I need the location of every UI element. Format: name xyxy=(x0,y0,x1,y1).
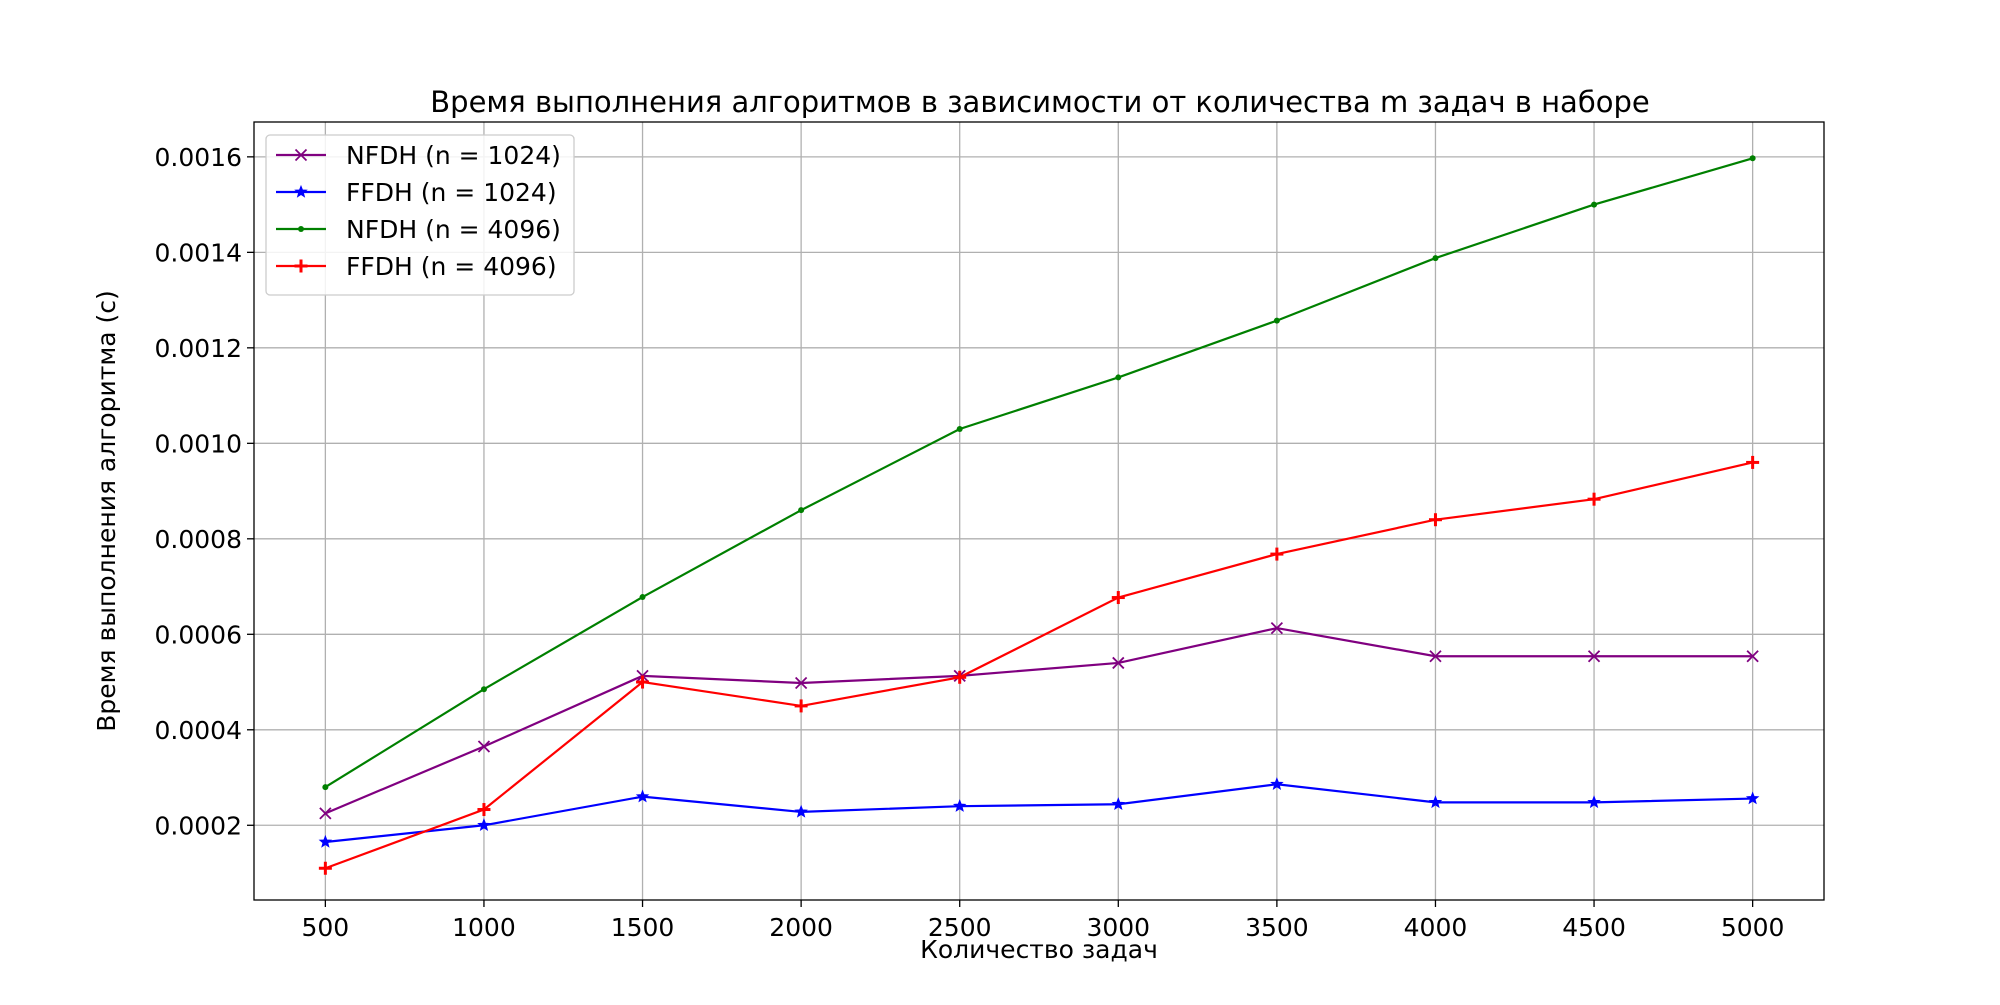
data-point xyxy=(1429,650,1442,663)
data-point xyxy=(794,676,808,690)
legend-label: FFDH (n = 4096) xyxy=(346,252,557,281)
plot-area-frame xyxy=(253,121,1825,901)
series-line xyxy=(324,157,1753,789)
data-point xyxy=(1587,650,1601,663)
x-tick-label: 500 xyxy=(302,913,350,942)
data-point xyxy=(1746,455,1760,469)
data-point xyxy=(956,425,963,432)
legend-marker xyxy=(294,259,308,273)
data-point xyxy=(794,804,808,818)
data-point xyxy=(1273,317,1280,324)
data-point xyxy=(1746,650,1759,663)
series-line xyxy=(325,783,1753,844)
series-4 xyxy=(318,455,1760,875)
x-tick-label: 3500 xyxy=(1245,913,1309,942)
series-layer xyxy=(318,155,1760,875)
data-point xyxy=(1112,656,1125,670)
legend-marker xyxy=(294,148,308,162)
data-point xyxy=(952,799,967,812)
data-point xyxy=(639,594,646,601)
data-point xyxy=(319,807,332,820)
data-point xyxy=(1270,777,1284,790)
x-axis-label: Количество задач xyxy=(920,935,1158,964)
y-tick-label: 0.0012 xyxy=(155,334,242,363)
x-tick-label: 5000 xyxy=(1721,913,1785,942)
y-tick-label: 0.0002 xyxy=(155,811,242,840)
data-point xyxy=(322,784,329,791)
y-axis-label: Время выполнения алгоритма (с) xyxy=(92,290,121,731)
data-point xyxy=(798,507,805,514)
legend-item: FFDH (n = 4096) xyxy=(276,252,557,281)
data-point xyxy=(480,686,487,693)
legend-marker xyxy=(298,226,304,232)
data-point xyxy=(1428,795,1443,809)
x-tick-label: 2000 xyxy=(769,913,833,942)
x-tick-label: 2500 xyxy=(928,913,992,942)
legend-item: FFDH (n = 1024) xyxy=(276,178,557,207)
grid-layer xyxy=(254,122,1824,900)
data-point xyxy=(1111,591,1125,605)
legend-label: NFDH (n = 4096) xyxy=(346,215,561,244)
data-point xyxy=(1432,255,1439,262)
y-tick-label: 0.0014 xyxy=(155,238,242,267)
x-tick-label: 4500 xyxy=(1562,913,1626,942)
y-tick-label: 0.0010 xyxy=(155,429,242,458)
legend: NFDH (n = 1024) FFDH (n = 1024) NFDH (n = … xyxy=(265,134,575,296)
series-2 xyxy=(318,777,1760,848)
data-point xyxy=(1587,492,1601,506)
data-point xyxy=(1428,513,1442,527)
legend-item: NFDH (n = 1024) xyxy=(276,141,561,170)
y-tick-label: 0.0008 xyxy=(155,525,242,554)
data-point xyxy=(477,818,491,832)
data-point xyxy=(1591,201,1598,208)
legend-label: NFDH (n = 1024) xyxy=(346,141,561,170)
chart-title: Время выполнения алгоритмов в зависимост… xyxy=(430,85,1649,119)
data-point xyxy=(1115,374,1122,381)
legend-label: FFDH (n = 1024) xyxy=(346,178,557,207)
data-point xyxy=(1111,797,1126,811)
y-tick-label: 0.0006 xyxy=(155,620,242,649)
data-point xyxy=(953,670,967,684)
data-point xyxy=(635,789,650,803)
data-point xyxy=(318,834,333,848)
series-line xyxy=(324,461,1753,870)
data-point xyxy=(477,803,491,817)
x-tick-label: 1000 xyxy=(452,913,516,942)
y-tick-label: 0.0004 xyxy=(155,716,242,745)
data-point xyxy=(1270,621,1284,635)
series-3 xyxy=(322,155,1756,791)
legend-marker xyxy=(294,184,308,198)
legend-item: NFDH (n = 4096) xyxy=(276,215,561,244)
legend-box xyxy=(265,134,575,296)
y-tick-label: 0.0016 xyxy=(155,143,242,172)
data-point xyxy=(1745,791,1760,805)
data-point xyxy=(794,699,808,713)
series-line xyxy=(324,626,1753,815)
data-point xyxy=(1749,155,1756,162)
data-point xyxy=(1270,547,1284,561)
data-point xyxy=(318,861,332,875)
data-point xyxy=(477,740,491,753)
x-tick-label: 4000 xyxy=(1404,913,1468,942)
data-point xyxy=(1587,795,1601,809)
data-point xyxy=(636,675,650,689)
x-tick-label: 1500 xyxy=(611,913,675,942)
tick-layer: 500 1000 1500 2000 2500 3000 3500 4000 4500 5000 0… xyxy=(155,143,1785,942)
x-tick-label: 3000 xyxy=(1086,913,1150,942)
